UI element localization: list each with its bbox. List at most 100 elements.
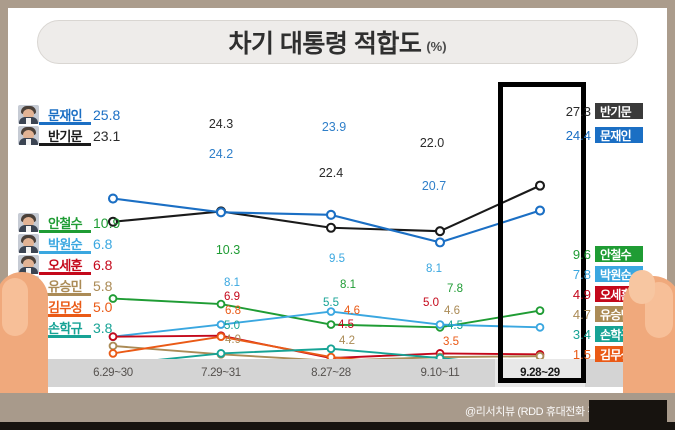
legend-right-chip-박원순: 박원순 [595, 266, 643, 282]
legend-left-value-안철수: 10.9 [93, 214, 121, 231]
x-axis-tick-1[interactable]: 7.29~31 [201, 367, 241, 379]
x-axis-tick-0[interactable]: 6.29~30 [93, 367, 133, 379]
frame-bottom-border [0, 422, 675, 430]
data-point-반기문-3 [434, 226, 446, 237]
data-point-손학규-2 [326, 344, 336, 354]
legend-left-value-문재인: 25.8 [93, 106, 121, 123]
legend-left-item-김무성[interactable]: 김무성 5.0 [18, 296, 125, 317]
legend-left-underline-유승민 [39, 293, 91, 296]
legend-right-item-유승민[interactable]: 4.7 유승민 [573, 306, 643, 322]
legend-left-underline-손학규 [39, 335, 91, 338]
data-point-문재인-4 [534, 205, 546, 216]
point-label-손학규-2: 5.5 [323, 297, 339, 309]
legend-left-value-박원순: 6.8 [93, 235, 113, 252]
frame-top-border [0, 0, 675, 8]
candidate-photo-유승민 [18, 276, 39, 295]
legend-right-value-안철수: 9.6 [572, 246, 591, 262]
chart-lines-svg [107, 180, 546, 359]
series-line-유승민 [112, 345, 541, 359]
legend-right-chip-유승민: 유승민 [595, 306, 643, 322]
legend-right-chip-손학규: 손학규 [595, 326, 643, 342]
point-label-손학규-1: 5.0 [224, 320, 240, 332]
legend-right-value-오세훈: 4.9 [572, 286, 591, 302]
legend-right-chip-안철수: 안철수 [595, 246, 643, 262]
legend-right-item-김무성[interactable]: 1.5 김무성 [573, 346, 643, 362]
legend-right-value-김무성: 1.5 [572, 346, 591, 362]
legend-right-item-오세훈[interactable]: 4.9 오세훈 [573, 286, 643, 302]
legend-left-item-안철수[interactable]: 안철수 10.9 [18, 212, 125, 233]
data-point-김무성-2 [326, 352, 336, 359]
legend-left-name-반기문: 반기문 [47, 129, 83, 144]
data-point-안철수-2 [326, 320, 336, 329]
legend-left-item-손학규[interactable]: 손학규 3.8 [18, 317, 125, 338]
legend-left-underline-김무성 [39, 314, 91, 317]
point-label-문재인-1: 24.2 [208, 147, 234, 161]
legend-right-item-박원순[interactable]: 7.8 박원순 [573, 266, 643, 282]
legend-right-item-안철수[interactable]: 9.6 안철수 [573, 246, 643, 262]
data-point-손학규-1 [216, 349, 226, 358]
x-axis-tick-3[interactable]: 9.10~11 [420, 367, 460, 379]
legend-left-top-group: 문재인 25.8 반기문 23.1 [18, 104, 125, 146]
point-label-오세훈-3: 5.0 [423, 297, 439, 309]
legend-left-value-손학규: 3.8 [93, 319, 113, 336]
data-point-김무성-1 [216, 332, 226, 342]
legend-left-item-문재인[interactable]: 문재인 25.8 [18, 104, 125, 125]
point-label-안철수-3: 7.8 [447, 283, 463, 295]
candidate-photo-김무성 [18, 297, 39, 316]
series-line-반기문 [111, 184, 542, 233]
legend-right-value-유승민: 4.7 [572, 306, 591, 322]
data-point-김무성-0 [108, 349, 118, 358]
legend-left-item-오세훈[interactable]: 오세훈 6.8 [18, 254, 125, 275]
legend-right-value-박원순: 7.8 [572, 266, 591, 282]
x-axis-tick-2[interactable]: 8.27~28 [311, 367, 351, 379]
title-unit-label: (%) [426, 38, 447, 54]
legend-right-value-문재인: 24.4 [565, 127, 591, 143]
legend-right-chip-문재인: 문재인 [595, 127, 643, 143]
legend-left-name-손학규: 손학규 [47, 321, 83, 336]
legend-right-value-반기문: 27.3 [565, 103, 591, 119]
legend-right-item-손학규[interactable]: 3.4 손학규 [573, 326, 643, 342]
page-title: 차기 대통령 적합도 [228, 30, 422, 58]
legend-left-item-반기문[interactable]: 반기문 23.1 [18, 125, 125, 146]
series-line-김무성 [112, 335, 362, 359]
candidate-photo-손학규 [18, 318, 39, 337]
data-point-오세훈-0 [108, 332, 118, 342]
x-axis-band: 6.29~30 7.29~31 8.27~28 9.10~11 9.28~29 [8, 359, 667, 387]
legend-right-item-반기문[interactable]: 27.3 반기문 [566, 103, 643, 119]
point-label-유승민-3: 4.6 [444, 305, 460, 317]
data-point-안철수-4 [535, 306, 545, 315]
chart-title-banner: 차기 대통령 적합도 (%) [37, 20, 638, 64]
legend-left-value-오세훈: 6.8 [93, 256, 113, 273]
data-point-유승민-4 [535, 351, 545, 359]
legend-left-name-안철수: 안철수 [47, 216, 83, 231]
legend-left-underline-안철수 [39, 230, 91, 233]
x-axis-tick-4[interactable]: 9.28~29 [495, 359, 585, 387]
legend-right-item-문재인[interactable]: 24.4 문재인 [566, 127, 643, 143]
legend-left-item-유승민[interactable]: 유승민 5.8 [18, 275, 125, 296]
point-label-오세훈-1: 6.9 [224, 291, 240, 303]
data-point-유승민-0 [108, 341, 118, 351]
legend-left-underline-반기문 [39, 143, 91, 146]
candidate-photo-박원순 [18, 234, 39, 253]
data-point-문재인-1 [215, 207, 227, 218]
data-point-박원순-3 [435, 320, 445, 329]
point-label-문재인-2: 23.9 [321, 120, 347, 134]
point-label-오세훈-2: 4.5 [338, 319, 354, 331]
legend-right-chip-반기문: 반기문 [595, 103, 643, 119]
candidate-photo-안철수 [18, 213, 39, 232]
data-point-박원순-4 [535, 323, 545, 332]
chart-plot-area [8, 72, 667, 359]
footer-black-block [589, 400, 667, 422]
point-label-박원순-1: 8.1 [224, 277, 240, 289]
data-point-문재인-2 [325, 209, 337, 220]
legend-left-name-박원순: 박원순 [47, 237, 83, 252]
point-label-반기문-2: 22.4 [318, 166, 344, 180]
data-point-반기문-4 [534, 180, 546, 191]
data-point-손학규-3 [435, 353, 445, 359]
legend-left-underline-문재인 [39, 122, 91, 125]
candidate-photo-반기문 [18, 126, 39, 145]
legend-left-name-유승민: 유승민 [47, 279, 83, 294]
candidate-photo-문재인 [18, 105, 39, 124]
legend-left-item-박원순[interactable]: 박원순 6.8 [18, 233, 125, 254]
point-label-박원순-3: 8.1 [426, 263, 442, 275]
